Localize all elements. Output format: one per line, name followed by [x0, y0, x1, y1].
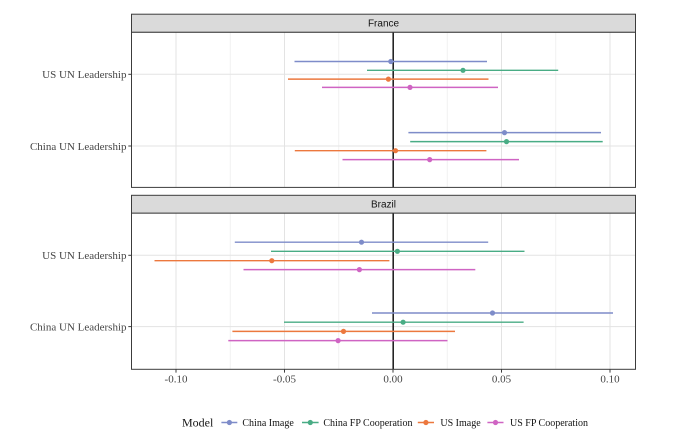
svg-text:US Image: US Image: [440, 418, 481, 429]
svg-text:France: France: [368, 19, 400, 30]
svg-text:-0.05: -0.05: [273, 374, 296, 386]
svg-text:US UN Leadership: US UN Leadership: [42, 250, 127, 262]
svg-text:0.10: 0.10: [600, 374, 620, 386]
svg-text:0.05: 0.05: [492, 374, 512, 386]
svg-text:China Image: China Image: [242, 418, 294, 429]
svg-text:0.00: 0.00: [383, 374, 403, 386]
svg-text:US FP Cooperation: US FP Cooperation: [510, 418, 588, 429]
svg-text:-0.10: -0.10: [165, 374, 188, 386]
svg-text:China FP Cooperation: China FP Cooperation: [323, 418, 412, 429]
svg-text:China UN Leadership: China UN Leadership: [30, 141, 127, 153]
svg-text:China UN Leadership: China UN Leadership: [30, 322, 127, 334]
svg-text:US UN Leadership: US UN Leadership: [42, 69, 127, 81]
svg-text:Brazil: Brazil: [371, 200, 396, 211]
svg-text:Model: Model: [182, 416, 214, 430]
